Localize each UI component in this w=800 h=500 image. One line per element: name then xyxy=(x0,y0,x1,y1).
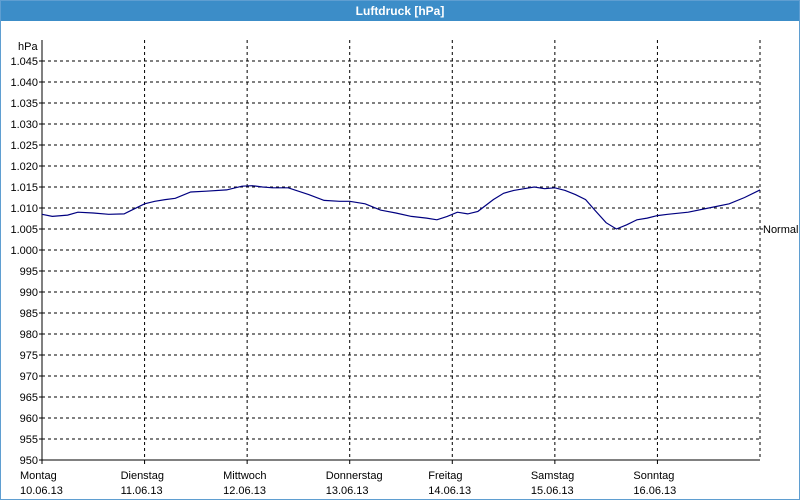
y-tick-label: 955 xyxy=(20,434,38,446)
reference-label: Normal xyxy=(763,224,798,236)
y-tick-label: 1.015 xyxy=(10,182,38,194)
grid xyxy=(42,40,761,460)
y-tick-labels: 950 955 960 965 970 975 980 985 990 995 1.000 1.005… xyxy=(10,56,38,467)
window-title: Luftdruck [hPa] xyxy=(1,1,799,21)
x-tick-date: 13.06.13 xyxy=(326,485,369,497)
y-axis-label: hPa xyxy=(18,41,38,53)
y-tick-label: 980 xyxy=(20,329,38,341)
y-tick-label: 950 xyxy=(20,455,38,467)
y-tick-label: 1.025 xyxy=(10,140,38,152)
x-tick-date: 11.06.13 xyxy=(121,485,163,497)
x-tick-date: 14.06.13 xyxy=(428,485,471,497)
x-tick-date: 12.06.13 xyxy=(223,485,266,497)
y-tick-label: 1.010 xyxy=(10,203,38,215)
x-tick-day: Samstag xyxy=(531,470,574,482)
y-tick-label: 970 xyxy=(20,371,38,383)
x-tick-day: Dienstag xyxy=(121,470,164,482)
y-tick-label: 975 xyxy=(20,350,38,362)
x-tick-day: Freitag xyxy=(428,470,462,482)
y-tick-label: 1.045 xyxy=(10,56,38,68)
y-tick-label: 990 xyxy=(20,287,38,299)
x-tick-date: 16.06.13 xyxy=(633,485,676,497)
y-tick-label: 1.000 xyxy=(10,245,38,257)
y-tick-label: 1.020 xyxy=(10,161,38,173)
pressure-series-line xyxy=(41,185,761,230)
x-tick-labels: Montag 10.06.13 Dienstag 11.06.13 Mittwoch 12… xyxy=(20,470,676,497)
y-tick-label: 1.005 xyxy=(10,224,38,236)
y-tick-label: 1.030 xyxy=(10,119,38,131)
axes xyxy=(39,40,763,464)
series-group xyxy=(41,185,761,230)
y-tick-label: 1.035 xyxy=(10,98,38,110)
x-tick-day: Montag xyxy=(20,470,57,482)
y-tick-label: 965 xyxy=(20,392,38,404)
y-tick-label: 960 xyxy=(20,413,38,425)
x-tick-date: 10.06.13 xyxy=(20,485,63,497)
x-tick-day: Sonntag xyxy=(633,470,674,482)
y-tick-label: 985 xyxy=(20,308,38,320)
y-tick-label: 995 xyxy=(20,266,38,278)
x-tick-day: Mittwoch xyxy=(223,470,266,482)
y-tick-label: 1.040 xyxy=(10,77,38,89)
x-tick-date: 15.06.13 xyxy=(531,485,574,497)
x-tick-day: Donnerstag xyxy=(326,470,383,482)
